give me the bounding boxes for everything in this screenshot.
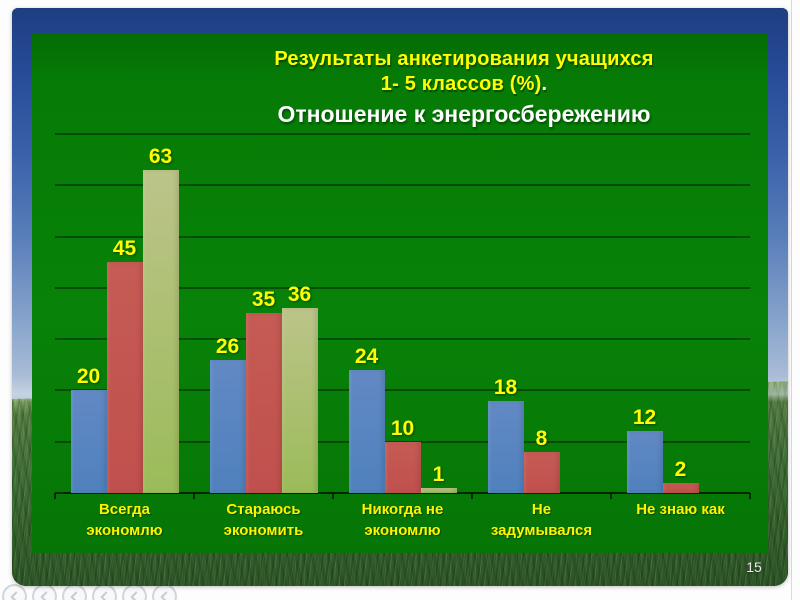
bar-blue-3 — [348, 370, 385, 493]
slide: Результаты анкетирования учащихся 1- 5 к… — [12, 8, 788, 586]
bar-slot: 2 — [662, 458, 699, 493]
slide-number: 15 — [746, 559, 762, 575]
data-label-red-2: 35 — [251, 288, 276, 311]
data-label-olive-2: 36 — [287, 283, 312, 306]
data-label-red-1: 45 — [112, 237, 137, 260]
bar-slot: 12 — [626, 406, 663, 493]
chart-panel: Результаты анкетирования учащихся 1- 5 к… — [32, 33, 768, 553]
player-controls — [2, 584, 177, 600]
axis-tick — [332, 493, 334, 499]
player-control-button[interactable] — [32, 584, 57, 600]
bar-slot: 24 — [348, 345, 385, 493]
bar-slot: 18 — [487, 376, 524, 493]
bar-slot: 35 — [245, 288, 282, 493]
bar-group-4: 18 8 — [472, 134, 611, 493]
player-control-button[interactable] — [2, 584, 27, 600]
data-label-blue-1: 20 — [76, 365, 101, 388]
category-label-5: Не знаю как — [636, 501, 725, 518]
bar-slot: 8 — [523, 427, 560, 493]
chart-title: Результаты анкетирования учащихся 1- 5 к… — [128, 47, 788, 128]
bar-group-2: 26 35 36 — [194, 134, 333, 493]
data-label-red-5: 2 — [674, 458, 687, 481]
bar-red-1 — [106, 262, 143, 493]
player-control-button[interactable] — [122, 584, 147, 600]
category-axis-labels: Всегда экономлю Стараюсь экономить Никогда н… — [55, 499, 750, 541]
axis-tick — [749, 493, 751, 499]
data-label-olive-3: 1 — [432, 463, 445, 486]
data-label-blue-3: 24 — [354, 345, 379, 368]
player-control-button[interactable] — [152, 584, 177, 600]
data-label-red-3: 10 — [390, 417, 415, 440]
bar-series-container: 20 45 63 26 35 36 24 10 1 18 8 12 2 — [55, 134, 750, 493]
data-label-olive-1: 63 — [148, 145, 173, 168]
title-line-2-period: . — [541, 73, 548, 95]
gridline-30 — [55, 338, 750, 340]
bar-olive-2 — [281, 308, 318, 493]
bar-blue-1 — [70, 390, 107, 493]
gridline-60 — [55, 184, 750, 186]
title-line-3: Отношение к энергосбережению — [277, 101, 651, 127]
title-line-1: Результаты анкетирования учащихся — [274, 48, 654, 70]
bar-olive-1 — [142, 170, 179, 493]
data-label-red-4: 8 — [535, 427, 548, 450]
bar-slot: 63 — [142, 145, 179, 493]
data-label-blue-4: 18 — [493, 376, 518, 399]
title-line-2: 1- 5 классов (%). — [128, 72, 788, 97]
axis-tick — [471, 493, 473, 499]
bar-red-2 — [245, 313, 282, 493]
gridline-40 — [55, 287, 750, 289]
bar-group-5: 12 2 — [611, 134, 750, 493]
category-label-2: Стараюсь экономить — [223, 501, 304, 539]
bar-red-3 — [384, 442, 421, 493]
category-label-1: Всегда экономлю — [86, 501, 163, 539]
data-label-blue-2: 26 — [215, 335, 240, 358]
bar-group-1: 20 45 63 — [55, 134, 194, 493]
bar-slot: 26 — [209, 335, 246, 493]
plot-area: 20 45 63 26 35 36 24 10 1 18 8 12 2 — [54, 133, 751, 499]
player-control-button[interactable] — [92, 584, 117, 600]
category-label-4: Не задумывался — [490, 501, 593, 539]
bar-blue-2 — [209, 360, 246, 493]
bar-slot: 10 — [384, 417, 421, 493]
gridline-20 — [55, 389, 750, 391]
bar-red-4 — [523, 452, 560, 493]
bar-group-3: 24 10 1 — [333, 134, 472, 493]
category-label-3: Никогда не экономлю — [361, 501, 444, 539]
axis-tick — [610, 493, 612, 499]
player-control-button[interactable] — [62, 584, 87, 600]
bar-slot: 45 — [106, 237, 143, 493]
bar-slot: 20 — [70, 365, 107, 493]
gridline-70 — [55, 133, 750, 135]
gridline-50 — [55, 236, 750, 238]
bar-slot: 36 — [281, 283, 318, 493]
page-edge-divider — [791, 0, 792, 600]
title-line-2-text: 1- 5 классов (%) — [380, 73, 542, 95]
data-label-blue-5: 12 — [632, 406, 657, 429]
category-axis-line — [55, 492, 750, 494]
bar-red-5 — [662, 483, 699, 493]
bar-blue-4 — [487, 401, 524, 493]
axis-tick — [193, 493, 195, 499]
bar-slot: 1 — [420, 463, 457, 493]
bar-blue-5 — [626, 431, 663, 493]
bar-olive-3 — [420, 488, 457, 493]
axis-tick — [54, 493, 56, 499]
